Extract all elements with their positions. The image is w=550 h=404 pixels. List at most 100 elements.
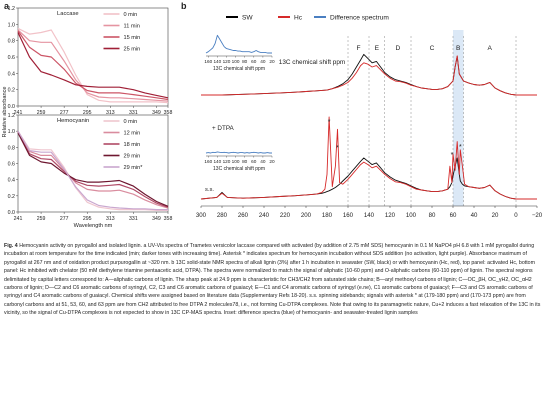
legend-label: 0 min: [124, 119, 138, 125]
asterisk-annotation: *: [336, 145, 339, 152]
x-axis-label: Wavelength nm: [74, 223, 113, 229]
series-line: [17, 29, 169, 102]
chart-title: Hemocyanin: [57, 118, 89, 124]
x-tick-label: 120: [385, 212, 396, 219]
asterisk-annotation: *: [328, 119, 331, 126]
x-tick-label: 358: [164, 216, 173, 222]
series-line: [17, 130, 169, 209]
chart-title: Laccase: [57, 11, 79, 17]
x-tick-label: 100: [406, 212, 417, 219]
difference-spectrum-line: [205, 34, 272, 54]
series-line: [17, 32, 169, 99]
dtpa-annotation: + DTPA: [212, 125, 235, 132]
x-tick-label: 259: [37, 216, 46, 222]
inset-x-axis-label: 13C chemical shift ppm: [213, 166, 265, 172]
x-tick-label: 277: [60, 216, 69, 222]
x-tick-label: 0: [514, 212, 518, 219]
inset-x-tick-label: 80: [242, 59, 248, 64]
legend-label: 12 min: [124, 131, 141, 137]
x-tick-label: 349: [152, 110, 161, 116]
legend-label: Difference spectrum: [330, 15, 389, 22]
figure-caption: Fig. 4 Hemocyanin activity on pyrogallol…: [4, 242, 546, 318]
inset-bottom: 160 140 120 100 80 60 40 20 13C chemical shift p…: [204, 151, 275, 172]
inset-x-tick-label: 80: [242, 159, 248, 164]
legend-label: 29 min*: [124, 165, 144, 171]
x-tick-label: 313: [106, 216, 115, 222]
x-tick-label: 358: [164, 110, 173, 116]
y-tick-label: 0.2: [8, 194, 15, 200]
panel-label-b: b: [181, 1, 187, 11]
x-tick-label: 241: [14, 110, 23, 116]
y-axis-label: Relative absorbance: [2, 87, 8, 138]
region-label: F: [356, 45, 360, 52]
x-tick-label: 349: [152, 216, 161, 222]
x-tick-label: 300: [196, 212, 207, 219]
nmr-hc-top: [201, 55, 537, 96]
series-line: [17, 27, 169, 104]
y-tick-label: 0.6: [8, 55, 15, 61]
legend-label: Hc: [294, 15, 303, 22]
legend-label: SW: [242, 15, 253, 22]
x-tick-label: 260: [238, 212, 249, 219]
inset-x-tick-label: 40: [260, 159, 266, 164]
y-tick-label: 1.0: [8, 129, 15, 135]
y-tick-label: 0.4: [8, 178, 15, 184]
difference-spectrum-line: [205, 151, 272, 154]
x-tick-label: 140: [364, 212, 375, 219]
x-tick-label: 331: [129, 110, 138, 116]
inset-x-tick-label: 160: [204, 59, 212, 64]
chart-b: F E D C B A SW Hc Difference spectrum 300 280 260 24…: [196, 15, 543, 220]
x-tick-label: 80: [429, 212, 436, 219]
series-line: [17, 132, 169, 207]
y-tick-label: 0.0: [8, 210, 15, 216]
spinning-sideband-annotation: s.s.: [205, 187, 214, 193]
legend-label: 25 min: [124, 47, 141, 53]
inset-x-tick-label: 140: [213, 59, 221, 64]
y-tick-label: 0.0: [8, 104, 15, 110]
x-tick-label: 313: [106, 110, 115, 116]
x-tick-label: 160: [343, 212, 354, 219]
y-tick-label: 0.8: [8, 145, 15, 151]
inset-x-tick-label: 120: [223, 159, 231, 164]
inset-x-tick-label: 20: [269, 159, 275, 164]
series-line: [17, 30, 169, 101]
x-tick-label: 259: [37, 110, 46, 116]
x-tick-label: 220: [280, 212, 291, 219]
region-label: C: [430, 45, 435, 52]
y-tick-label: 1.2: [8, 113, 15, 119]
inset-x-tick-label: 100: [232, 59, 240, 64]
panel-label-a: a: [4, 1, 10, 11]
inset-x-tick-label: 60: [251, 59, 257, 64]
x-axis-label: 13C chemical shift ppm: [279, 59, 345, 66]
x-tick-label: 180: [322, 212, 333, 219]
y-tick-label: 0.8: [8, 39, 15, 45]
y-tick-label: 0.6: [8, 162, 15, 168]
x-tick-label: 277: [60, 110, 69, 116]
x-tick-label: 295: [83, 110, 92, 116]
y-tick-label: 1.0: [8, 22, 15, 28]
region-label: B: [456, 45, 461, 52]
x-tick-label: 40: [471, 212, 478, 219]
inset-x-axis-label: 13C chemical shift ppm: [213, 66, 265, 72]
x-tick-label: 241: [14, 216, 23, 222]
x-tick-label: −20: [532, 212, 543, 219]
x-tick-label: 240: [259, 212, 270, 219]
asterisk-annotation: *: [451, 152, 454, 159]
x-tick-label: 295: [83, 216, 92, 222]
region-label: D: [395, 45, 400, 52]
inset-top: 160 140 120 100 80 60 40 20 13C chemical shift p…: [204, 34, 275, 72]
x-tick-label: 331: [129, 216, 138, 222]
inset-x-tick-label: 140: [213, 159, 221, 164]
inset-x-tick-label: 120: [223, 59, 231, 64]
legend-label: 0 min: [124, 12, 138, 18]
caption-text: Hemocyanin activity on pyrogallol and is…: [4, 243, 541, 317]
region-highlight-band: [453, 30, 464, 206]
legend-label: 11 min: [124, 24, 140, 30]
inset-x-tick-label: 60: [251, 159, 257, 164]
y-tick-label: 1.2: [8, 6, 15, 12]
asterisk-annotation: *: [459, 144, 462, 151]
y-tick-label: 0.2: [8, 88, 15, 94]
series-line: [17, 130, 168, 211]
